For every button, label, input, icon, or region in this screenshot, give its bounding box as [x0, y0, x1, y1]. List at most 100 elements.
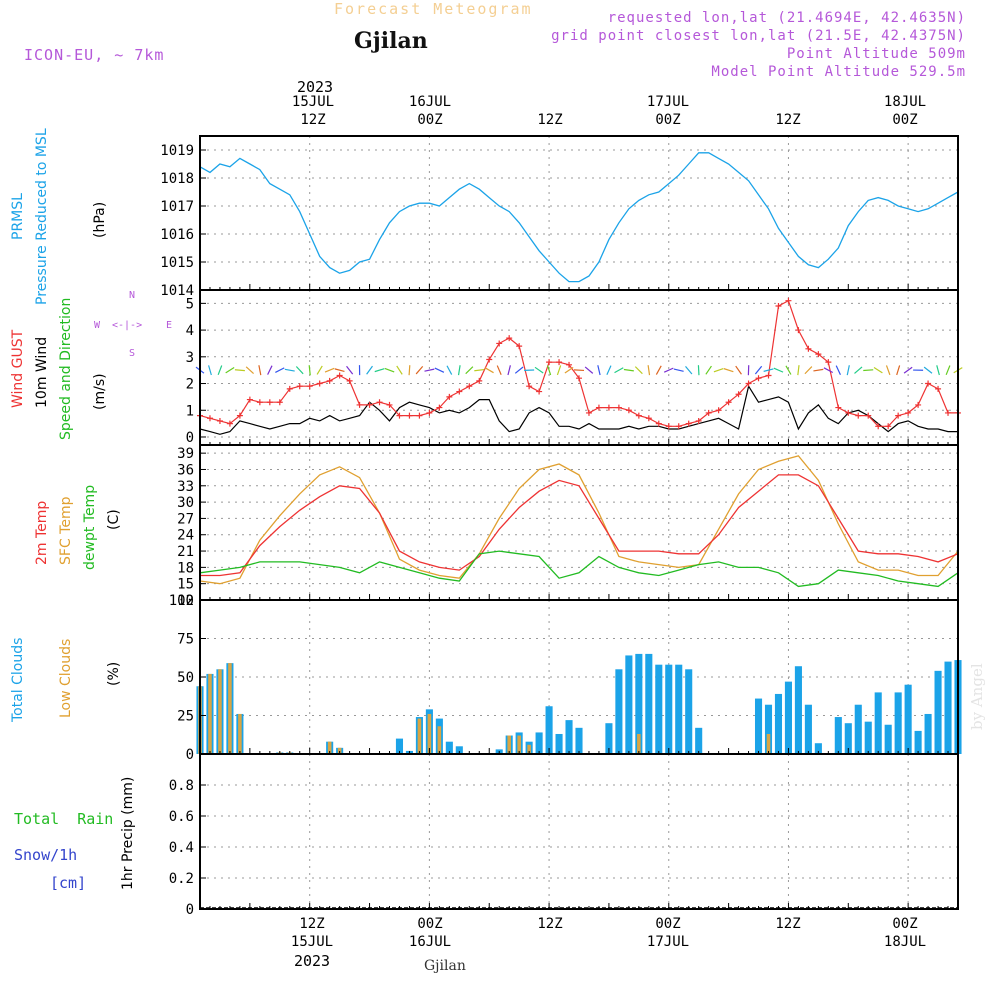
- total-clouds-bar: [794, 666, 802, 754]
- total-clouds-bar: [665, 664, 673, 754]
- wind-direction-arrow: [773, 367, 784, 373]
- y-tick-label: 0.2: [169, 871, 194, 887]
- wind-direction-arrow: [945, 365, 951, 376]
- total-clouds-bar: [635, 653, 643, 754]
- total-clouds-bar: [535, 732, 543, 754]
- y-tick-label: 0: [186, 747, 194, 763]
- wind-direction-arrow: [334, 368, 345, 373]
- gust-marker: [675, 423, 682, 430]
- gust-marker: [376, 399, 383, 406]
- gust-marker: [566, 361, 573, 368]
- frame-layer: 1014101510161017101810190123451215182124…: [160, 135, 959, 918]
- y-tick-label: 50: [177, 670, 194, 686]
- label-rain: Rain: [77, 810, 114, 828]
- total-clouds-bar: [944, 661, 952, 754]
- gust-marker: [546, 359, 553, 366]
- total-clouds-bar: [884, 724, 892, 754]
- wind-direction-arrow: [484, 367, 494, 374]
- total-clouds-bar: [844, 723, 852, 754]
- panel-frame: [199, 753, 959, 910]
- bottom-year-0: 2023: [293, 952, 331, 970]
- wind-direction-arrow: [396, 365, 403, 375]
- gust-marker: [635, 412, 642, 419]
- low-clouds-bar: [228, 663, 232, 754]
- wind-direction-arrow: [408, 365, 411, 376]
- low-clouds-bar: [517, 735, 521, 754]
- bottom-date-3: 17JUL: [646, 934, 690, 950]
- gust-marker: [935, 385, 942, 392]
- panel-frame: [199, 444, 959, 601]
- gust-marker: [236, 412, 243, 419]
- wind-direction-arrow: [424, 368, 435, 372]
- label-snow: Snow/1h: [14, 846, 78, 864]
- gust-marker: [585, 409, 592, 416]
- gust-marker: [685, 420, 692, 427]
- total-clouds-bar: [455, 746, 463, 754]
- gust-marker: [316, 380, 323, 387]
- wind-direction-arrow: [823, 367, 834, 374]
- total-clouds-bar: [615, 669, 623, 754]
- wind-direction-arrow: [507, 365, 511, 376]
- low-clouds-bar: [437, 726, 442, 754]
- wind-direction-arrow: [267, 365, 273, 375]
- panel-frame: [199, 135, 959, 291]
- compass-w: W: [94, 320, 101, 331]
- top-year-label: 2023: [296, 78, 334, 96]
- gust-marker: [765, 372, 772, 379]
- gust-marker: [576, 375, 582, 382]
- low-clouds-bar: [507, 735, 511, 754]
- wind-direction-arrow: [854, 366, 863, 374]
- wind-direction-arrow: [245, 366, 254, 374]
- y-tick-label: 15: [177, 577, 194, 593]
- gust-marker: [556, 359, 563, 366]
- gust-marker: [436, 404, 443, 411]
- total-clouds-bar: [685, 669, 693, 754]
- wind-direction-arrow: [797, 365, 800, 376]
- bottom-date-1: 16JUL: [408, 934, 452, 950]
- sfc-temp-line: [199, 455, 959, 585]
- top-hour-3: 00Z: [655, 112, 681, 128]
- wind-direction-arrow: [564, 366, 574, 374]
- gust-marker: [416, 412, 423, 419]
- y-tick-label: 0.6: [169, 809, 194, 825]
- gust-marker: [386, 401, 393, 408]
- grid-layer: [200, 136, 958, 910]
- top-date-5: 18JUL: [883, 94, 927, 110]
- gust-marker: [905, 409, 912, 416]
- total-clouds-bar: [645, 653, 653, 754]
- y-tick-label: 0.8: [169, 778, 194, 794]
- wind-direction-arrow: [514, 366, 524, 374]
- gust-marker: [875, 423, 882, 430]
- bottom-hour-0: 12Z: [299, 916, 325, 932]
- gust-marker: [745, 380, 752, 387]
- gust-marker: [845, 409, 852, 416]
- total-clouds-bar: [695, 727, 703, 754]
- wind-direction-arrow: [634, 366, 643, 375]
- gust-marker: [426, 409, 433, 416]
- gust-marker: [226, 420, 233, 427]
- wind-direction-arrow: [835, 365, 841, 375]
- total-clouds-bar: [445, 741, 453, 754]
- wind-direction-arrow: [614, 367, 624, 374]
- wind-direction-arrow: [723, 368, 734, 373]
- wind-direction-arrow: [573, 369, 585, 372]
- bottom-hour-1: 00Z: [417, 916, 443, 932]
- gust-marker: [785, 297, 792, 304]
- y-tick-label: 25: [177, 709, 194, 725]
- y-tick-label: 0.4: [169, 840, 194, 856]
- wind-direction-arrow: [647, 365, 651, 376]
- y-tick-label: 4: [186, 323, 194, 339]
- wind-direction-arrow: [208, 365, 212, 376]
- wind-direction-arrow: [597, 365, 601, 376]
- wind-direction-arrow: [673, 368, 684, 372]
- total-clouds-bar: [924, 713, 932, 754]
- top-date-1: 16JUL: [408, 94, 452, 110]
- total-clouds-bar: [874, 692, 882, 754]
- wind-direction-arrow: [873, 366, 883, 374]
- total-clouds-bar: [864, 721, 872, 754]
- gust-marker: [306, 383, 313, 390]
- gust-marker: [945, 409, 952, 416]
- wind-direction-arrow: [685, 365, 693, 375]
- compass-e: E: [166, 320, 173, 331]
